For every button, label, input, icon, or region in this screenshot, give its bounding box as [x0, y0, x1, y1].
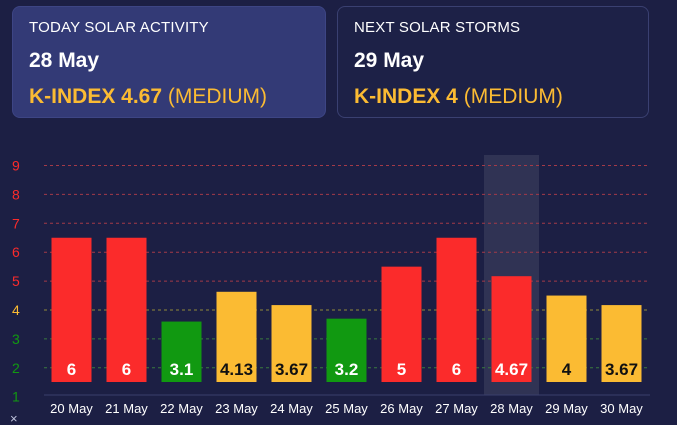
next-card-kindex: K-INDEX 4 (MEDIUM) — [354, 85, 632, 109]
x-tick-label: 20 May — [50, 401, 93, 416]
y-tick-label: 8 — [12, 186, 20, 202]
bar — [271, 305, 312, 382]
today-solar-activity-card: TODAY SOLAR ACTIVITY 28 May K-INDEX 4.67… — [12, 6, 326, 118]
today-card-date: 28 May — [29, 49, 100, 72]
x-tick-label: 28 May — [490, 401, 533, 416]
bar — [381, 266, 422, 382]
y-tick-label: 2 — [12, 360, 20, 376]
bar — [326, 318, 367, 382]
x-tick-label: 22 May — [160, 401, 203, 416]
x-tick-label: 25 May — [325, 401, 368, 416]
next-solar-storms-card: NEXT SOLAR STORMS 29 May K-INDEX 4 (MEDI… — [337, 6, 649, 118]
y-tick-label: 6 — [12, 244, 20, 260]
bar — [546, 295, 587, 382]
next-card-date: 29 May — [354, 49, 425, 72]
bar — [51, 237, 92, 382]
bar-value-label: 6 — [67, 360, 76, 379]
x-tick-label: 29 May — [545, 401, 588, 416]
bar — [436, 237, 477, 382]
bar-value-label: 5 — [397, 360, 406, 379]
x-tick-label: 21 May — [105, 401, 148, 416]
today-kindex-value: K-INDEX 4.67 — [29, 85, 163, 108]
bar-value-label: 4 — [562, 360, 572, 379]
x-tick-label: 27 May — [435, 401, 478, 416]
next-kindex-value: K-INDEX 4 — [354, 85, 458, 108]
next-card-title: NEXT SOLAR STORMS — [354, 19, 521, 36]
bar-value-label: 3.1 — [170, 360, 194, 379]
x-tick-label: 30 May — [600, 401, 643, 416]
bar-value-label: 3.67 — [605, 360, 638, 379]
bar-value-label: 6 — [452, 360, 461, 379]
bar — [216, 291, 257, 382]
x-axis-symbol: × — [10, 411, 18, 425]
x-tick-label: 24 May — [270, 401, 313, 416]
today-card-title: TODAY SOLAR ACTIVITY — [29, 19, 209, 36]
y-tick-label: 3 — [12, 331, 20, 347]
bar-value-label: 4.67 — [495, 360, 528, 379]
bar — [491, 276, 532, 382]
x-tick-label: 23 May — [215, 401, 258, 416]
y-tick-label: 5 — [12, 273, 20, 289]
y-tick-label: 7 — [12, 215, 20, 231]
bar-value-label: 3.67 — [275, 360, 308, 379]
bar-value-label: 6 — [122, 360, 131, 379]
bar — [161, 321, 202, 382]
y-tick-label: 9 — [12, 158, 20, 174]
x-tick-label: 26 May — [380, 401, 423, 416]
today-card-kindex: K-INDEX 4.67 (MEDIUM) — [29, 85, 309, 109]
y-tick-label: 1 — [12, 389, 20, 405]
bar-value-label: 3.2 — [335, 360, 359, 379]
bar — [106, 237, 147, 382]
next-kindex-level: (MEDIUM) — [463, 85, 563, 108]
today-kindex-level: (MEDIUM) — [167, 85, 268, 108]
y-tick-label: 4 — [12, 302, 20, 318]
bar-value-label: 4.13 — [220, 360, 253, 379]
bar — [601, 305, 642, 382]
